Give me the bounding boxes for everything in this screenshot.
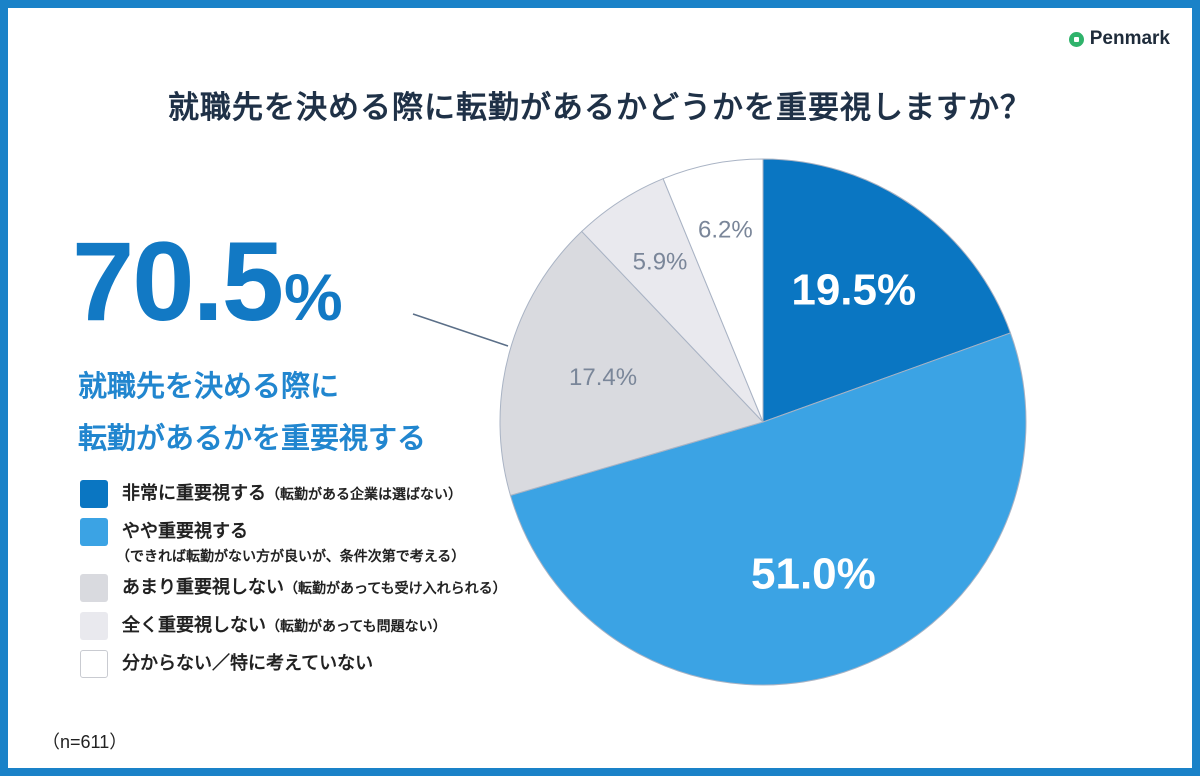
legend-note: （転勤があっても問題ない） [266, 619, 447, 635]
legend-label: 分からない／特に考えていない [122, 653, 374, 674]
highlight-caption-line2: 転勤があるかを重要視する [78, 421, 427, 455]
legend-label: 非常に重要視する [122, 483, 266, 504]
legend-note: （転勤があっても受け入れられる） [284, 581, 507, 597]
legend-label: やや重要視する [122, 521, 248, 542]
legend-swatch [80, 612, 108, 640]
brand-name: Penmark [1089, 28, 1170, 49]
legend-label: あまり重要視しない [122, 577, 284, 598]
legend-label: 全く重要視しない [122, 615, 266, 636]
highlight-caption-line1: 就職先を決める際に [78, 369, 340, 403]
penmark-logo-icon [1068, 31, 1084, 47]
pie-label-unknown: 6.2% [698, 216, 753, 243]
pie-slice-somewhat-important [509, 332, 1027, 686]
legend-swatch [80, 480, 108, 508]
legend-item-not-important: 全く重要視しない（転勤があっても問題ない） [80, 612, 447, 640]
pie-slice-not-very-important [499, 230, 764, 496]
highlight-caption: 就職先を決める際に 転勤があるかを重要視する [78, 360, 426, 464]
chart-title: 就職先を決める際に転勤があるかどうかを重要視しますか？ [168, 90, 1032, 126]
legend-swatch [80, 518, 108, 546]
highlight-leader-line [412, 313, 509, 347]
pie-label-very-important: 19.5% [791, 266, 916, 315]
pie-slice-unknown [662, 158, 764, 423]
legend-item-very-important: 非常に重要視する（転勤がある企業は選ばない） [80, 480, 462, 508]
legend-note: （転勤がある企業は選ばない） [266, 487, 462, 503]
legend-swatch [80, 574, 108, 602]
highlight-value: 70.5% [72, 226, 343, 338]
legend-swatch [80, 650, 108, 678]
pie-chart: 19.5% 51.0% 17.4% 5.9% 6.2% [412, 158, 1027, 686]
legend-sub: （できれば転勤がない方が良いが、条件次第で考える） [116, 549, 466, 565]
pie-label-not-very-important: 17.4% [569, 364, 637, 391]
highlight-number: 70.5 [72, 219, 284, 344]
pie-label-somewhat-important: 51.0% [751, 550, 876, 599]
sample-size: （n=611） [42, 732, 128, 752]
pie-slice-very-important [762, 158, 1012, 423]
legend-item-somewhat-important: やや重要視する （できれば転勤がない方が良いが、条件次第で考える） [80, 518, 465, 568]
legend-item-unknown: 分からない／特に考えていない [80, 650, 373, 678]
pie-label-not-important: 5.9% [633, 248, 688, 275]
brand-logo: Penmark [1068, 28, 1170, 50]
highlight-unit: % [283, 260, 343, 334]
legend-item-not-very-important: あまり重要視しない（転勤があっても受け入れられる） [80, 574, 507, 602]
